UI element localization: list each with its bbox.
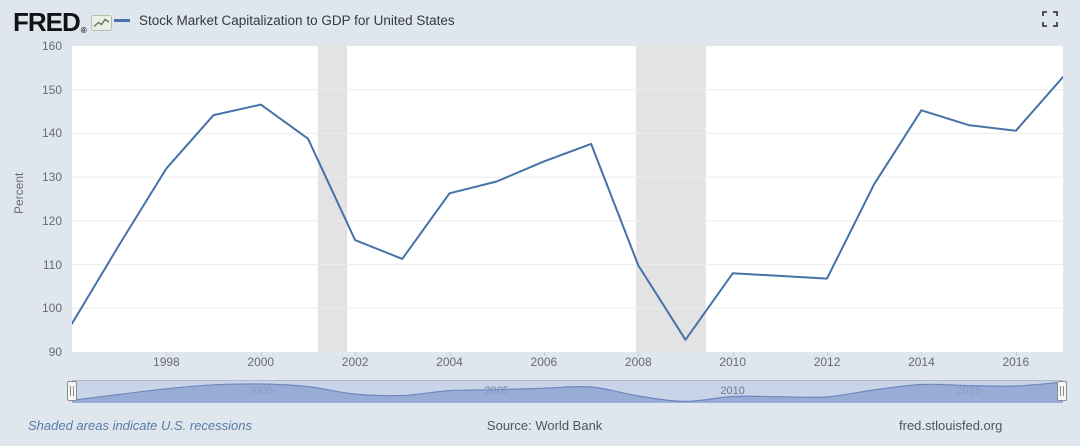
x-tick-mark <box>449 352 451 356</box>
x-tick-mark <box>827 352 828 356</box>
x-tick-label: 2012 <box>813 355 841 369</box>
navigator-area-chart <box>72 381 1063 403</box>
x-tick-label: 2000 <box>247 355 275 369</box>
legend-line-swatch <box>114 19 130 22</box>
x-tick-mark <box>1015 352 1017 356</box>
x-tick-mark <box>355 352 357 356</box>
x-tick-label: 2010 <box>719 355 746 369</box>
y-tick-label: 90 <box>48 345 62 359</box>
registered-mark: ® <box>80 26 87 35</box>
y-tick-label: 140 <box>41 126 62 141</box>
fullscreen-icon[interactable] <box>1040 9 1060 29</box>
x-tick-label: 2006 <box>530 355 558 369</box>
x-tick-label: 2004 <box>436 355 463 369</box>
y-tick-label: 160 <box>41 39 62 53</box>
y-axis-tick-labels: 90 100 110 120 130 140 150 160 <box>0 39 62 359</box>
range-handle-left[interactable] <box>67 381 77 401</box>
recession-band <box>317 46 348 352</box>
main-line-chart <box>72 46 1063 352</box>
x-axis-tick-labels: 1998 2000 2002 2004 2006 2008 2010 2012 2014 2016 <box>72 355 1063 371</box>
navigator-area-outline <box>72 381 1063 403</box>
source-label: Source: World Bank <box>486 418 603 433</box>
site-label: fred.stlouisfed.org <box>899 418 1003 433</box>
x-tick-mark <box>260 352 262 356</box>
sparkline-icon <box>90 14 112 31</box>
x-tick-label: 2002 <box>341 355 369 369</box>
x-tick-mark <box>166 352 168 356</box>
x-tick-label: 1998 <box>153 355 180 369</box>
y-tick-label: 130 <box>41 170 62 185</box>
x-tick-mark <box>921 352 923 356</box>
y-tick-label: 120 <box>41 213 62 228</box>
y-tick-label: 150 <box>41 82 62 97</box>
recession-note-link[interactable]: Shaded areas indicate U.S. recessions <box>28 418 253 433</box>
x-tick-label: 2014 <box>908 355 935 369</box>
x-axis-tick-marks <box>72 352 1063 356</box>
data-line-series <box>72 76 1063 341</box>
x-tick-mark <box>732 352 734 356</box>
x-tick-label: 2008 <box>624 355 652 369</box>
y-tick-label: 110 <box>42 257 62 272</box>
range-handle-right[interactable] <box>1057 381 1067 401</box>
x-tick-mark <box>543 352 545 356</box>
recession-band <box>635 46 706 352</box>
fred-logo[interactable]: FRED ® <box>13 7 112 38</box>
x-tick-mark <box>638 352 640 356</box>
series-title[interactable]: Stock Market Capitalization to GDP for U… <box>139 13 455 28</box>
range-selector-track[interactable]: 2000200520102015 <box>72 380 1063 403</box>
chart-plot-area[interactable] <box>72 46 1063 352</box>
y-tick-label: 100 <box>41 301 62 316</box>
navigator-year-label: 2010 <box>720 385 745 397</box>
series-legend: Stock Market Capitalization to GDP for U… <box>114 13 455 28</box>
x-tick-label: 2016 <box>1002 355 1030 369</box>
fred-logo-text: FRED <box>13 7 81 37</box>
